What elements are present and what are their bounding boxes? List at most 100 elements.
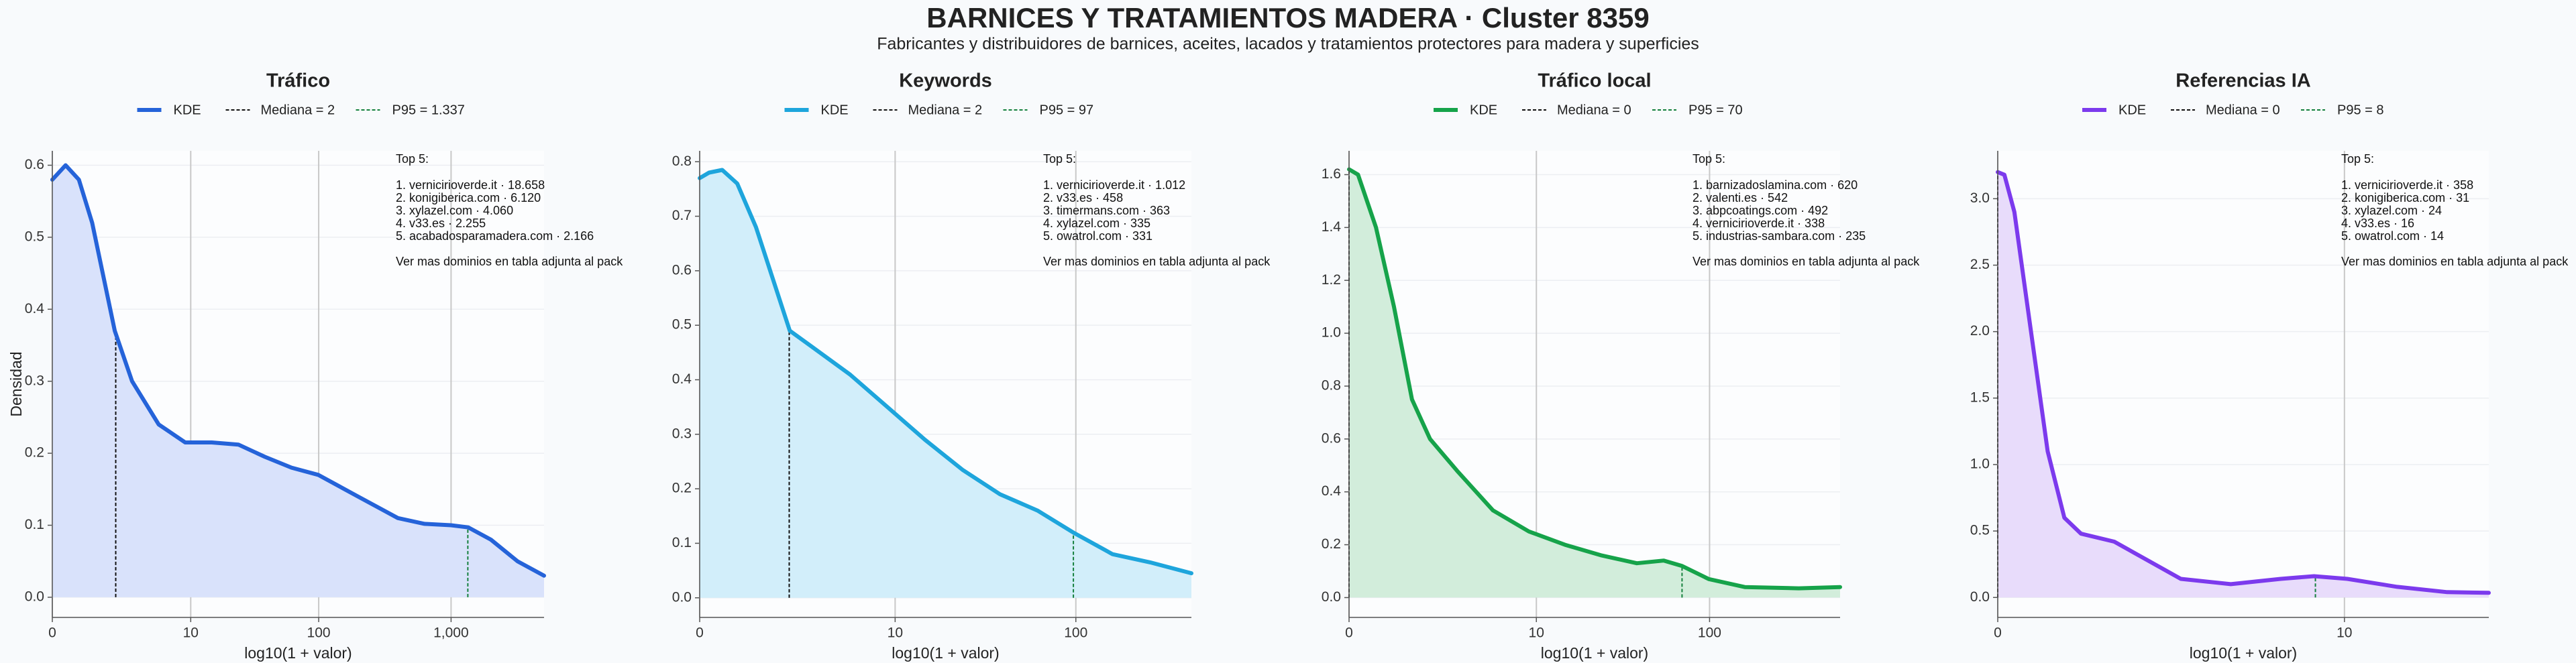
- x-tick-label: 1,000: [433, 625, 469, 641]
- x-tick-label: 0: [1994, 625, 2002, 641]
- kde-area: [1998, 172, 2489, 598]
- y-tick-label: 0.0: [1970, 589, 1990, 605]
- y-tick-label: 0.5: [25, 229, 44, 244]
- x-tick-label: 0: [696, 625, 704, 641]
- y-tick-label: 0.4: [25, 301, 45, 316]
- annotation-item: 3. xylazel.com · 4.060: [396, 204, 513, 217]
- y-tick-label: 0.2: [1322, 536, 1341, 552]
- kde-area: [700, 170, 1191, 598]
- x-tick-label: 10: [183, 625, 199, 641]
- legend-label: P95 = 97: [1040, 103, 1094, 117]
- figure-title: BARNICES Y TRATAMIENTOS MADERA · Cluster…: [926, 2, 1649, 34]
- legend-label: Mediana = 2: [908, 103, 983, 117]
- annotation-item: 5. owatrol.com · 14: [2341, 229, 2444, 243]
- annotation-item: 2. valenti.es · 542: [1693, 191, 1788, 204]
- annotation-item: 1. vernicirioverde.it · 1.012: [1043, 178, 1185, 192]
- panel-title: Keywords: [899, 70, 992, 92]
- annotation-item: 5. industrias-sambara.com · 235: [1693, 229, 1866, 243]
- annotation-item: 1. vernicirioverde.it · 358: [2341, 178, 2473, 192]
- annotation-item: 3. timermans.com · 363: [1043, 204, 1170, 217]
- legend-label: P95 = 1.337: [392, 103, 465, 117]
- y-tick-label: 1.5: [1970, 389, 1990, 405]
- x-tick-label: 10: [2337, 625, 2352, 641]
- y-tick-label: 0.0: [25, 589, 44, 604]
- y-tick-label: 2.5: [1970, 257, 1990, 272]
- y-tick-label: 0.7: [672, 208, 692, 223]
- kde-line: [1347, 167, 1842, 591]
- x-tick-label: 100: [307, 625, 331, 641]
- annotation-heading: Top 5:: [1693, 152, 1725, 166]
- annotation-heading: Top 5:: [1043, 152, 1076, 166]
- annotation-item: 5. owatrol.com · 331: [1043, 229, 1152, 243]
- y-tick-label: 0.2: [25, 445, 44, 461]
- y-axis-label: Densidad: [7, 351, 25, 416]
- y-tick-label: 0.3: [25, 373, 44, 388]
- x-tick-label: 100: [1064, 625, 1087, 641]
- x-tick-label: 10: [1529, 625, 1544, 641]
- y-tick-label: 0.5: [672, 317, 692, 333]
- y-tick-label: 1.2: [1322, 272, 1341, 288]
- legend-label: Mediana = 2: [261, 103, 335, 117]
- y-tick-label: 0.6: [25, 157, 44, 172]
- x-axis-label: log10(1 + valor): [892, 644, 999, 662]
- annotation-item: 3. abpcoatings.com · 492: [1693, 204, 1828, 217]
- panel-title: Referencias IA: [2176, 70, 2311, 92]
- y-tick-label: 0.8: [672, 154, 692, 169]
- annotation-item: 2. konigiberica.com · 6.120: [396, 191, 541, 204]
- y-tick-label: 0.8: [1322, 378, 1341, 394]
- annotation-footer: Ver mas dominios en tabla adjunta al pac…: [396, 255, 623, 268]
- y-tick-label: 0.4: [672, 371, 692, 387]
- annotation-footer: Ver mas dominios en tabla adjunta al pac…: [1043, 255, 1271, 268]
- annotation-item: 2. konigiberica.com · 31: [2341, 191, 2469, 204]
- legend-label: KDE: [174, 103, 201, 117]
- annotation-footer: Ver mas dominios en tabla adjunta al pac…: [1693, 255, 1920, 268]
- y-tick-label: 0.5: [1970, 523, 1990, 538]
- x-tick-label: 100: [1698, 625, 1721, 641]
- kde-area: [1349, 169, 1840, 598]
- x-axis-label: log10(1 + valor): [2190, 644, 2297, 662]
- legend-label: KDE: [2118, 103, 2146, 117]
- annotation-item: 4. v33.es · 2.255: [396, 217, 486, 230]
- legend-label: KDE: [821, 103, 849, 117]
- legend-label: Mediana = 0: [2206, 103, 2280, 117]
- x-tick-label: 0: [1345, 625, 1353, 641]
- annotation-item: 3. xylazel.com · 24: [2341, 204, 2442, 217]
- kde-line: [50, 163, 546, 578]
- annotation-item: 4. vernicirioverde.it · 338: [1693, 217, 1825, 230]
- annotation-item: 4. xylazel.com · 335: [1043, 217, 1150, 230]
- annotation-item: 2. v33.es · 458: [1043, 191, 1123, 204]
- annotation-item: 4. v33.es · 16: [2341, 217, 2414, 230]
- y-tick-label: 1.4: [1322, 219, 1342, 235]
- panel-title: Tráfico: [266, 70, 330, 92]
- y-tick-label: 0.1: [25, 517, 44, 532]
- annotation-heading: Top 5:: [396, 152, 429, 166]
- y-tick-label: 1.6: [1322, 166, 1341, 182]
- kde-line: [698, 168, 1193, 576]
- annotation-heading: Top 5:: [2341, 152, 2374, 166]
- legend-label: Mediana = 0: [1557, 103, 1631, 117]
- x-axis-label: log10(1 + valor): [1541, 644, 1648, 662]
- annotation-item: 5. acabadosparamadera.com · 2.166: [396, 229, 594, 243]
- x-tick-label: 10: [888, 625, 903, 641]
- y-tick-label: 0.6: [1322, 430, 1341, 446]
- legend-label: P95 = 8: [2337, 103, 2384, 117]
- y-tick-label: 3.0: [1970, 190, 1990, 206]
- y-tick-label: 0.3: [672, 426, 692, 441]
- y-tick-label: 1.0: [1322, 325, 1341, 341]
- annotation-item: 1. vernicirioverde.it · 18.658: [396, 178, 545, 192]
- annotation-footer: Ver mas dominios en tabla adjunta al pac…: [2341, 255, 2569, 268]
- kde-area: [52, 165, 544, 597]
- y-tick-label: 0.4: [1322, 483, 1342, 499]
- y-tick-label: 0.2: [672, 481, 692, 496]
- x-tick-label: 0: [48, 625, 56, 641]
- panel-title: Tráfico local: [1538, 70, 1651, 92]
- annotation-item: 1. barnizadoslamina.com · 620: [1693, 178, 1858, 192]
- y-tick-label: 0.0: [1322, 589, 1341, 605]
- y-tick-label: 1.0: [1970, 457, 1990, 472]
- y-tick-label: 2.0: [1970, 323, 1990, 339]
- legend-label: KDE: [1470, 103, 1497, 117]
- y-tick-label: 0.1: [672, 535, 692, 550]
- y-tick-label: 0.6: [672, 262, 692, 278]
